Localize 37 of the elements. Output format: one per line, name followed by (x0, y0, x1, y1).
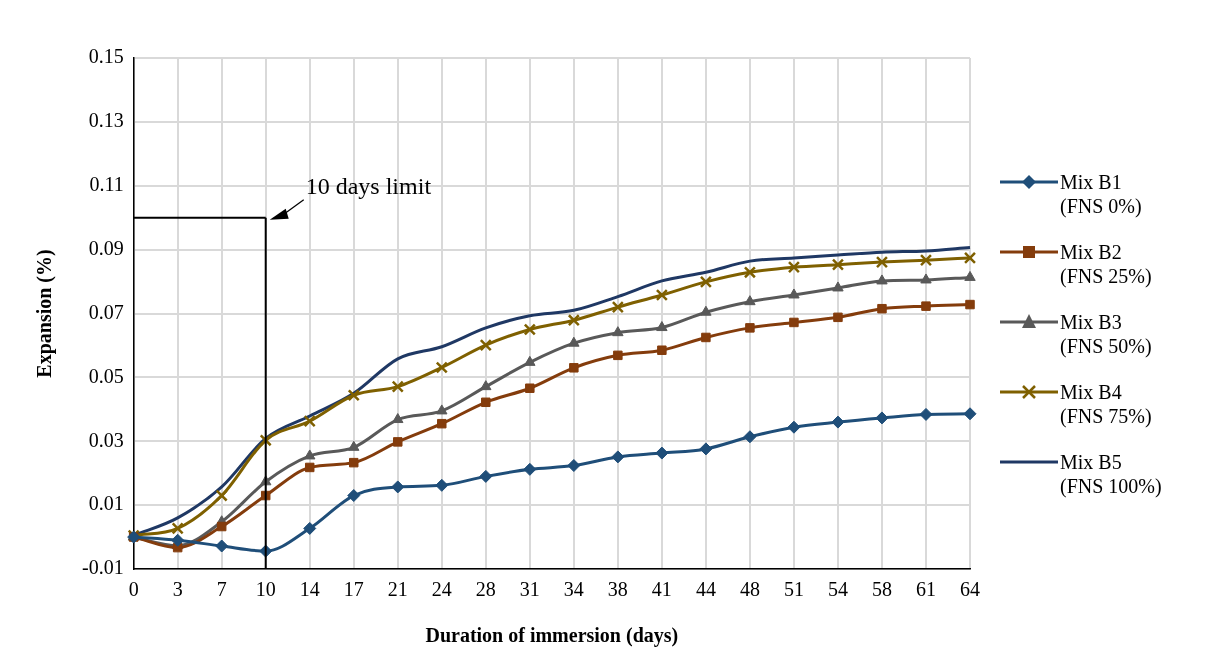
x-tick-label: 61 (915, 578, 936, 601)
x-tick-label: 14 (299, 578, 320, 601)
x-tick-label: 41 (651, 578, 672, 601)
y-tick-label: 0.05 (88, 364, 124, 387)
y-tick-label: 0.13 (88, 109, 124, 132)
y-tick-label: 0.15 (88, 45, 124, 68)
x-tick-label: 44 (695, 578, 716, 601)
x-tick-label: 17 (343, 578, 364, 601)
x-tick-label: 28 (475, 578, 496, 601)
legend-label: Mix B3 (FNS 50%) (1060, 310, 1153, 358)
x-tick-label: 7 (216, 578, 227, 601)
legend-label: Mix B2 (FNS 25%) (1060, 240, 1153, 288)
x-tick-label: 64 (960, 578, 980, 601)
y-tick-label: 0.03 (88, 428, 124, 451)
y-tick-label: 0.07 (88, 300, 124, 323)
x-tick-label: 10 (255, 578, 276, 601)
x-axis-title: Duration of immersion (days) (425, 624, 679, 648)
y-tick-label: 0.01 (88, 492, 124, 515)
ref-line-label: 10 days limit (305, 172, 432, 199)
y-tick-label: -0.01 (81, 556, 124, 579)
x-tick-label: 34 (563, 578, 584, 601)
legend-label: Mix B1 (FNS 0%) (1060, 170, 1143, 218)
y-axis-title: Expansion (%) (33, 249, 57, 378)
x-tick-label: 31 (519, 578, 540, 601)
x-tick-label: 38 (607, 578, 628, 601)
x-tick-label: 24 (431, 578, 452, 601)
legend-label: Mix B5 (FNS 100%) (1060, 450, 1162, 498)
x-tick-label: 54 (827, 578, 848, 601)
y-tick-label: 0.09 (88, 236, 124, 259)
y-tick-label: 0.11 (89, 173, 124, 195)
legend-label: Mix B4 (FNS 75%) (1060, 380, 1153, 428)
x-tick-label: 21 (387, 578, 408, 601)
x-tick-label: 48 (739, 578, 760, 601)
x-tick-label: 58 (871, 578, 892, 601)
x-tick-label: 0 (128, 578, 139, 601)
x-tick-label: 3 (172, 578, 183, 601)
x-tick-label: 51 (783, 578, 804, 601)
